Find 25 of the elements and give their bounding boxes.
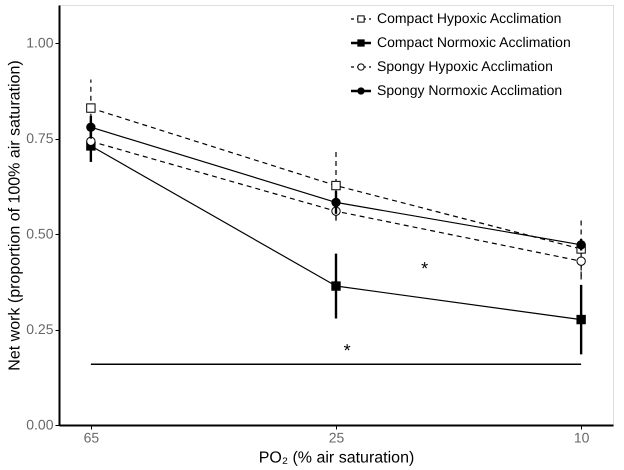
point	[86, 122, 96, 132]
x-tick-label: 10	[574, 430, 590, 446]
ref-line-label: *	[344, 340, 351, 360]
point	[331, 281, 341, 291]
legend-label: Spongy Normoxic Acclimation	[377, 82, 562, 98]
point	[86, 103, 96, 113]
point	[576, 240, 586, 250]
x-tick-label: 25	[328, 430, 344, 446]
point	[576, 256, 586, 266]
y-tick-label: 0.75	[26, 130, 54, 146]
legend-label: Compact Hypoxic Acclimation	[377, 10, 562, 26]
y-axis-title: Net work (proportion of 100% air saturation)	[6, 60, 24, 371]
point	[86, 136, 96, 146]
x-axis-title: PO₂ (% air saturation)	[258, 450, 414, 466]
legend-label: Compact Normoxic Acclimation	[377, 34, 571, 50]
point	[331, 198, 341, 208]
legend-label: Spongy Hypoxic Acclimation	[377, 58, 553, 74]
y-tick-label: 0.50	[26, 226, 54, 242]
y-tick-label: 0.25	[26, 321, 54, 338]
annotation: *	[421, 258, 428, 279]
y-tick-label: 1.00	[26, 34, 54, 51]
point	[576, 314, 586, 324]
x-tick-label: 65	[84, 430, 100, 446]
point	[331, 180, 341, 190]
y-tick-label: 0.00	[26, 416, 54, 432]
